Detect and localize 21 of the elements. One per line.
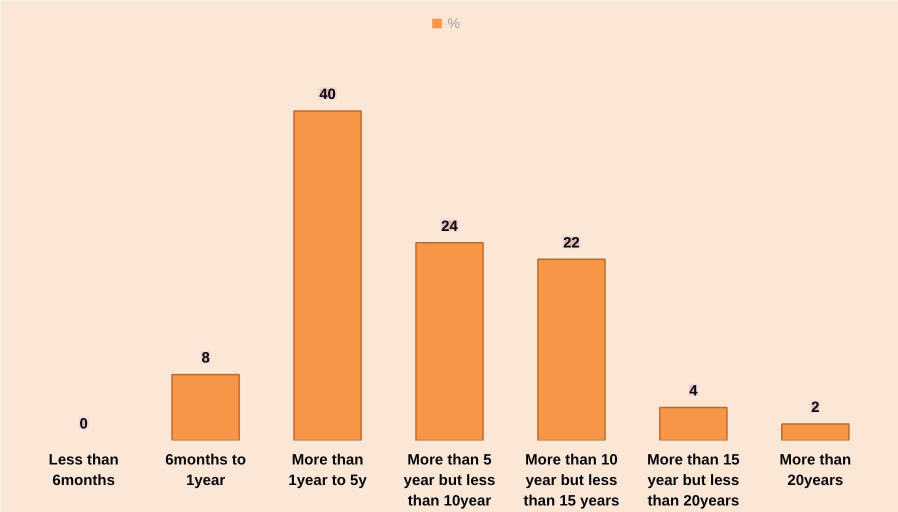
bar xyxy=(781,423,850,440)
x-tick-label: More than 20years xyxy=(780,452,852,489)
x-tick-label: Less than 6months xyxy=(48,452,119,489)
data-label: 0 xyxy=(79,416,88,432)
x-tick-label: 6months to 1year xyxy=(165,452,246,489)
data-label: 4 xyxy=(689,382,698,400)
legend-label: % xyxy=(448,15,461,31)
x-tick-label: More than 5 year but less than 10year xyxy=(404,452,496,510)
bar xyxy=(537,258,606,440)
data-label: 24 xyxy=(441,218,458,235)
data-label: 2 xyxy=(811,399,820,416)
bar xyxy=(171,374,240,440)
x-tick-label: More than 1year to 5y xyxy=(288,452,368,489)
bar xyxy=(659,406,728,440)
bar xyxy=(293,110,362,440)
x-tick-label: More than 15 year but less than 20years xyxy=(647,452,740,510)
x-tick-label: More than 10 year but less than 15 years xyxy=(524,452,620,510)
bar xyxy=(415,242,484,440)
data-label: 22 xyxy=(563,234,580,252)
data-label: 40 xyxy=(319,86,336,103)
data-label: 8 xyxy=(201,350,210,367)
